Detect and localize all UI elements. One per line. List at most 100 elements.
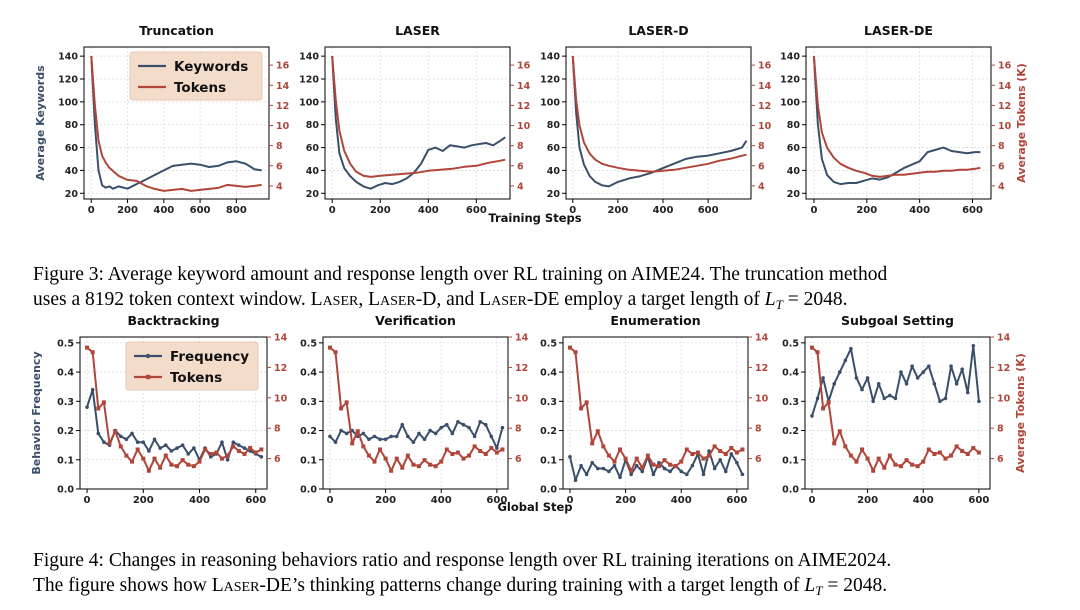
y2-tick-label: 10 — [274, 393, 288, 404]
y2-tick-label: 10 — [517, 121, 531, 132]
data-point — [595, 429, 600, 434]
data-point — [478, 419, 482, 424]
data-point — [729, 445, 734, 450]
data-point — [832, 381, 837, 386]
series-line-tokens — [331, 56, 506, 178]
data-point — [439, 425, 444, 430]
data-point — [837, 429, 842, 434]
data-point — [355, 429, 360, 434]
x-tick-label: 400 — [913, 495, 934, 506]
data-point — [428, 428, 432, 433]
data-point — [372, 434, 377, 439]
plot-frame — [324, 46, 511, 200]
data-point — [225, 453, 230, 458]
series-line-keywords — [571, 56, 748, 188]
y2-tick-label: 8 — [758, 141, 765, 152]
data-point — [124, 453, 129, 458]
series-line-keywords — [331, 56, 506, 190]
y2-tick-label: 10 — [515, 393, 529, 404]
y2-tick-label: 12 — [755, 363, 768, 374]
data-point — [158, 446, 162, 450]
data-point — [333, 350, 338, 355]
data-point — [158, 465, 163, 470]
data-point — [865, 456, 870, 461]
y2-tick-label: 8 — [755, 424, 762, 435]
data-point — [712, 444, 717, 449]
data-point — [191, 464, 196, 469]
data-point — [865, 376, 870, 380]
data-point — [327, 345, 332, 350]
data-point — [367, 437, 371, 442]
y2-axis-label: Average Tokens (K) — [1014, 353, 1027, 473]
y2-tick-label: 12 — [997, 363, 1010, 374]
y2-tick-label: 10 — [998, 121, 1012, 132]
caption-text: employ a target length of — [564, 289, 760, 310]
shared-x-axis-label: Training Steps — [488, 211, 581, 225]
y-tick-label: 100 — [299, 97, 319, 108]
y-tick-label: 0.2 — [782, 426, 799, 437]
series-line-frequency — [811, 344, 980, 417]
data-point — [383, 456, 388, 461]
data-point — [740, 472, 745, 477]
data-point — [707, 453, 712, 458]
data-point — [684, 472, 689, 477]
data-point — [135, 447, 140, 452]
data-point — [887, 453, 892, 458]
data-point — [85, 345, 90, 350]
math-symbol: L — [764, 289, 776, 310]
data-point — [107, 441, 112, 446]
x-tick-label: 200 — [856, 205, 877, 216]
y2-axis-label: Average Tokens (K) — [1015, 63, 1028, 183]
y-tick-label: 0.5 — [300, 338, 317, 349]
data-point — [606, 453, 611, 458]
y-tick-label: 80 — [306, 120, 320, 131]
x-tick-label: 400 — [909, 205, 930, 216]
data-point — [394, 434, 399, 439]
y2-tick-label: 6 — [758, 161, 765, 172]
math-subscript: T — [775, 297, 783, 312]
y2-tick-label: 4 — [758, 181, 765, 192]
data-point — [723, 469, 728, 474]
plot-frame — [804, 336, 991, 490]
data-point — [231, 440, 236, 445]
y2-tick-label: 10 — [758, 121, 772, 132]
data-point — [837, 370, 842, 374]
figure-canvas: 0 200 400 600 800204060801001201404681012141… — [30, 23, 1028, 514]
data-point — [932, 381, 937, 386]
data-point — [843, 444, 848, 449]
y2-tick-label: 10 — [997, 393, 1011, 404]
series-line-tokens — [569, 346, 743, 472]
data-point — [366, 453, 371, 458]
x-tick-label: 200 — [615, 495, 636, 506]
data-point — [904, 458, 909, 463]
data-point — [815, 350, 820, 355]
chart-title: Backtracking — [127, 313, 219, 328]
y-tick-label: 0.0 — [300, 485, 317, 496]
data-point — [976, 450, 981, 455]
data-point — [634, 463, 639, 468]
y2-tick-label: 14 — [755, 333, 769, 344]
y2-tick-label: 12 — [758, 101, 771, 112]
data-point — [389, 468, 394, 473]
y2-tick-label: 12 — [998, 101, 1011, 112]
data-point — [483, 422, 488, 427]
figure4-caption: Figure 4: Changes in reasoning behaviors… — [33, 548, 1053, 598]
data-point — [101, 400, 106, 405]
chart-legend: Keywords Tokens — [129, 51, 263, 101]
data-point — [821, 406, 826, 411]
series-line-tokens — [329, 346, 503, 472]
chart-title: Enumeration — [610, 313, 700, 328]
y-tick-label: 60 — [306, 143, 320, 154]
method-name: Laser — [310, 289, 359, 310]
data-point — [821, 376, 825, 380]
x-tick-label: 0 — [84, 495, 91, 506]
data-point — [411, 440, 416, 445]
data-point — [712, 466, 717, 471]
data-point — [629, 468, 634, 473]
caption-text: = 2048. — [827, 575, 888, 596]
data-point — [888, 393, 892, 398]
data-point — [651, 462, 656, 467]
data-point — [344, 431, 349, 436]
x-tick-label: 200 — [133, 495, 154, 506]
caption-text: ’s thinking patterns change during train… — [291, 575, 800, 596]
